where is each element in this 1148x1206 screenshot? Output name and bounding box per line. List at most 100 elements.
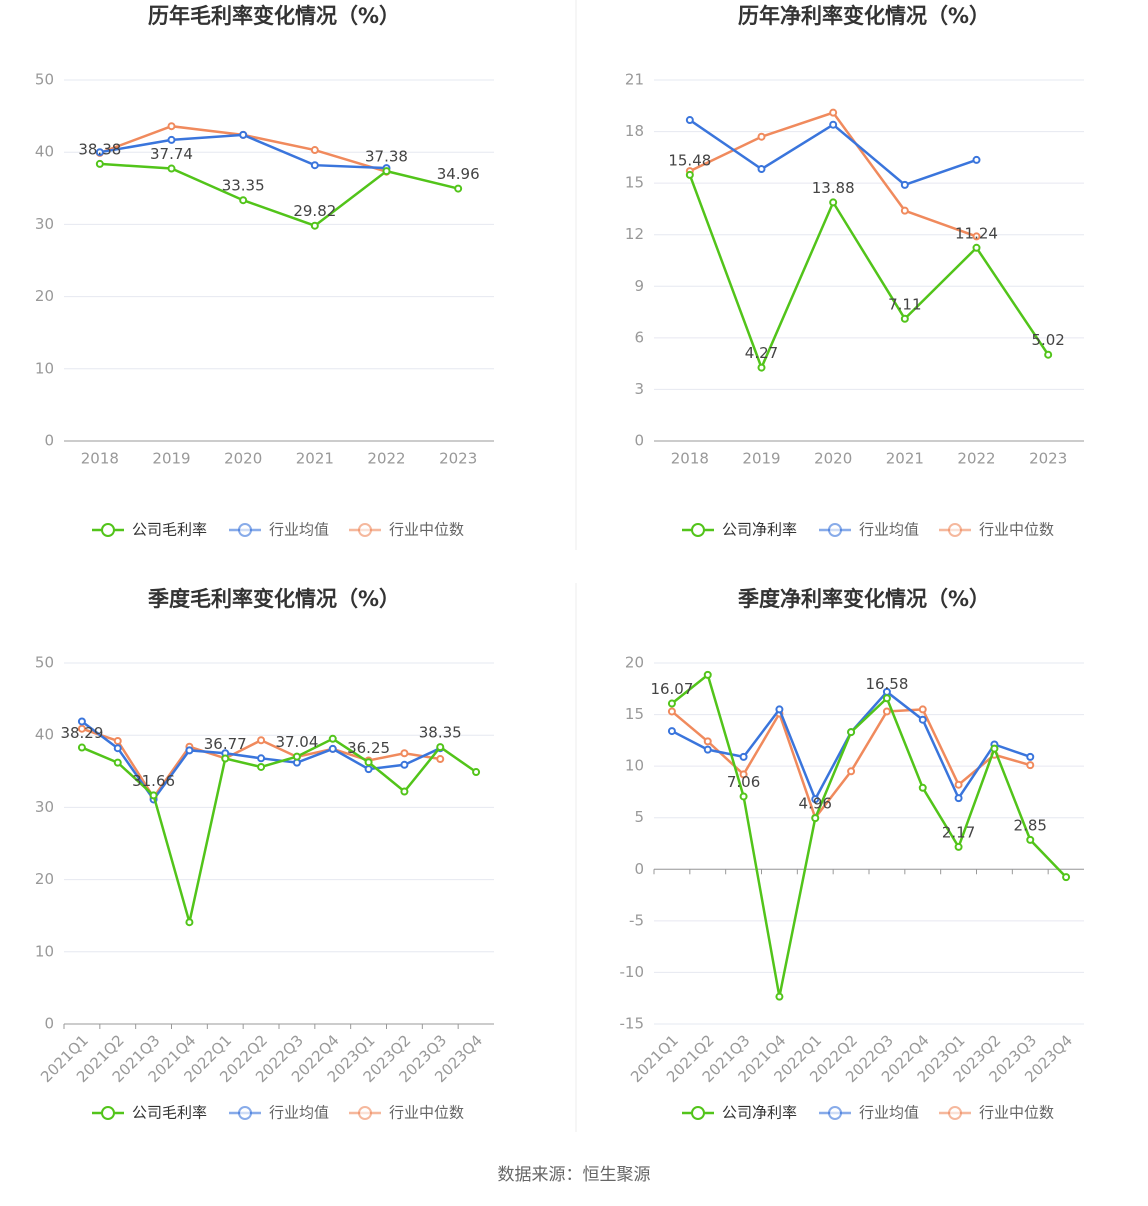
point xyxy=(310,221,319,230)
point xyxy=(167,164,176,173)
x-tick-label: 2022 xyxy=(367,450,405,468)
point xyxy=(829,108,838,117)
data-label: 5.02 xyxy=(1031,331,1064,349)
series-line xyxy=(671,672,1067,997)
point xyxy=(310,146,319,155)
point xyxy=(400,787,409,796)
series-line xyxy=(671,708,1031,821)
data-label: 38.29 xyxy=(60,724,103,742)
data-label: 7.06 xyxy=(727,773,760,791)
point xyxy=(954,842,963,851)
point xyxy=(77,717,86,726)
legend-marker xyxy=(828,523,842,537)
x-tick-label: 2022 xyxy=(957,450,995,468)
point xyxy=(310,161,319,170)
x-tick-label: 2023 xyxy=(1029,450,1067,468)
point xyxy=(972,243,981,252)
data-label: 38.38 xyxy=(78,140,121,158)
point xyxy=(364,765,373,774)
y-tick-label: -15 xyxy=(620,1015,645,1033)
point xyxy=(829,120,838,129)
legend-label: 公司净利率 xyxy=(722,1104,797,1122)
y-tick-label: 3 xyxy=(634,380,644,398)
legend-label: 行业中位数 xyxy=(389,1104,464,1122)
series-line xyxy=(81,737,477,923)
point xyxy=(257,736,266,745)
point xyxy=(436,743,445,752)
point xyxy=(257,754,266,763)
y-tick-label: 10 xyxy=(625,757,644,775)
point xyxy=(775,992,784,1001)
point xyxy=(400,760,409,769)
y-tick-label: 50 xyxy=(35,71,54,89)
point xyxy=(990,744,999,753)
y-tick-label: 15 xyxy=(625,705,644,723)
point xyxy=(685,116,694,125)
x-tick-label: 2020 xyxy=(224,450,262,468)
x-tick-label: 2020 xyxy=(814,450,852,468)
chart-title: 季度净利率变化情况（%） xyxy=(738,587,990,611)
y-tick-label: 0 xyxy=(44,432,54,450)
point xyxy=(757,132,766,141)
point xyxy=(972,232,981,241)
point xyxy=(703,737,712,746)
legend-label: 行业中位数 xyxy=(979,521,1054,539)
point xyxy=(703,670,712,679)
x-tick-label: 2021 xyxy=(886,450,924,468)
y-tick-label: 50 xyxy=(35,654,54,672)
point xyxy=(900,314,909,323)
point xyxy=(739,752,748,761)
y-tick-label: 6 xyxy=(634,328,644,346)
point xyxy=(472,768,481,777)
y-tick-label: 5 xyxy=(634,808,644,826)
y-tick-label: 0 xyxy=(634,432,644,450)
legend-label: 行业中位数 xyxy=(389,521,464,539)
point xyxy=(918,783,927,792)
legend-marker xyxy=(358,523,372,537)
series-line xyxy=(689,119,977,187)
point xyxy=(1026,752,1035,761)
series-line xyxy=(99,162,459,228)
y-tick-label: 30 xyxy=(35,798,54,816)
x-tick-label: 2018 xyxy=(81,450,119,468)
point xyxy=(882,694,891,703)
point xyxy=(113,736,122,745)
data-label: 37.04 xyxy=(275,733,318,751)
data-label: 2.17 xyxy=(942,823,975,841)
legend-marker xyxy=(238,523,252,537)
point xyxy=(328,734,337,743)
point xyxy=(95,148,104,157)
y-tick-label: 10 xyxy=(35,359,54,377)
data-label: 29.82 xyxy=(293,202,336,220)
legend-marker xyxy=(828,1106,842,1120)
x-tick-label: 2019 xyxy=(742,450,780,468)
data-label: 33.35 xyxy=(222,177,265,195)
data-label: 37.38 xyxy=(365,148,408,166)
y-tick-label: 30 xyxy=(35,215,54,233)
point xyxy=(667,699,676,708)
legend-marker xyxy=(948,523,962,537)
point xyxy=(847,728,856,737)
x-tick-label: 2018 xyxy=(671,450,709,468)
legend-label: 行业均值 xyxy=(269,1104,329,1122)
data-label: 13.88 xyxy=(812,179,855,197)
point xyxy=(436,755,445,764)
y-tick-label: 40 xyxy=(35,726,54,744)
point xyxy=(685,170,694,179)
series-line xyxy=(671,690,1031,803)
point xyxy=(239,196,248,205)
point xyxy=(382,167,391,176)
chart-title: 历年净利率变化情况（%） xyxy=(738,4,990,28)
legend-marker xyxy=(238,1106,252,1120)
legend-label: 行业均值 xyxy=(859,521,919,539)
data-label: 4.96 xyxy=(799,795,832,813)
legend-label: 行业均值 xyxy=(269,521,329,539)
data-label: 16.58 xyxy=(865,675,908,693)
point xyxy=(77,724,86,733)
point xyxy=(257,762,266,771)
data-label: 2.85 xyxy=(1014,816,1047,834)
point xyxy=(954,780,963,789)
point xyxy=(239,130,248,139)
data-label: 31.66 xyxy=(132,772,175,790)
